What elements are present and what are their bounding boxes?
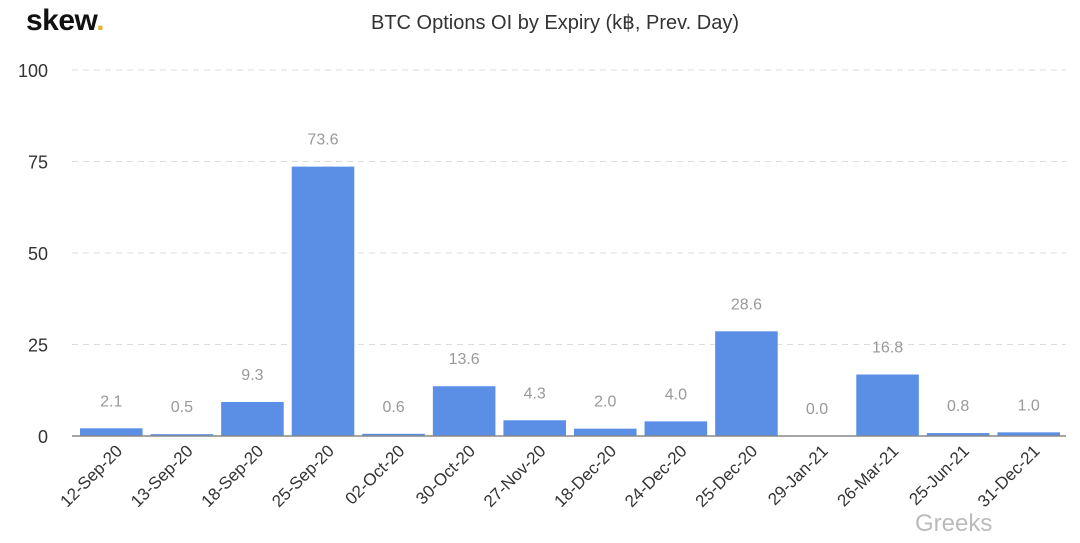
- data-label: 9.3: [241, 367, 263, 384]
- data-label: 28.6: [731, 296, 762, 313]
- x-tick-label: 25-Dec-20: [692, 441, 762, 511]
- data-label: 2.1: [100, 393, 122, 410]
- x-tick-label: 26-Mar-21: [834, 441, 903, 510]
- bar: [291, 166, 355, 436]
- x-tick-label: 24-Dec-20: [621, 441, 691, 511]
- data-label: 16.8: [872, 340, 903, 357]
- data-label: 73.6: [307, 132, 338, 149]
- bar: [997, 432, 1060, 436]
- x-tick-label: 30-Oct-20: [412, 441, 479, 508]
- y-tick-label: 0: [38, 427, 48, 447]
- x-tick-label: 18-Dec-20: [551, 441, 621, 511]
- x-tick-label: 18-Sep-20: [198, 441, 268, 511]
- bar: [503, 420, 566, 436]
- data-label: 0.5: [171, 399, 193, 416]
- data-label: 0.6: [382, 399, 404, 416]
- x-tick-label: 29-Jan-21: [764, 441, 832, 509]
- skew-logo: skew.: [26, 4, 105, 37]
- x-tick-label: 31-Dec-21: [974, 441, 1044, 511]
- x-tick-label: 25-Sep-20: [268, 441, 338, 511]
- data-label: 4.0: [665, 386, 687, 403]
- data-label: 4.3: [524, 385, 546, 402]
- x-tick-label: 27-Nov-20: [480, 441, 550, 511]
- bar: [926, 433, 990, 436]
- bar: [221, 401, 284, 436]
- bar: [574, 428, 637, 436]
- chart-title: BTC Options OI by Expiry (k฿, Prev. Day): [371, 12, 739, 34]
- bar: [362, 433, 425, 436]
- y-tick-label: 50: [28, 244, 48, 264]
- x-tick-label: 13-Sep-20: [127, 441, 197, 511]
- y-tick-label: 25: [28, 336, 48, 356]
- x-tick-label: 12-Sep-20: [57, 441, 127, 511]
- data-label: 2.0: [594, 394, 616, 411]
- bar: [432, 386, 496, 436]
- data-label: 0.0: [806, 401, 828, 418]
- x-tick-label: 02-Oct-20: [342, 441, 409, 508]
- y-tick-label: 100: [18, 61, 48, 81]
- bar: [80, 428, 143, 436]
- watermark: Greeks: [915, 510, 993, 537]
- data-label: 13.6: [449, 351, 480, 368]
- y-tick-label: 75: [28, 153, 48, 173]
- x-tick-label: 25-Jun-21: [905, 441, 973, 509]
- data-label: 1.0: [1018, 397, 1040, 414]
- bar: [856, 374, 919, 436]
- bar: [715, 331, 778, 436]
- bar: [150, 434, 214, 436]
- bar: [644, 421, 708, 436]
- data-label: 0.8: [947, 398, 969, 415]
